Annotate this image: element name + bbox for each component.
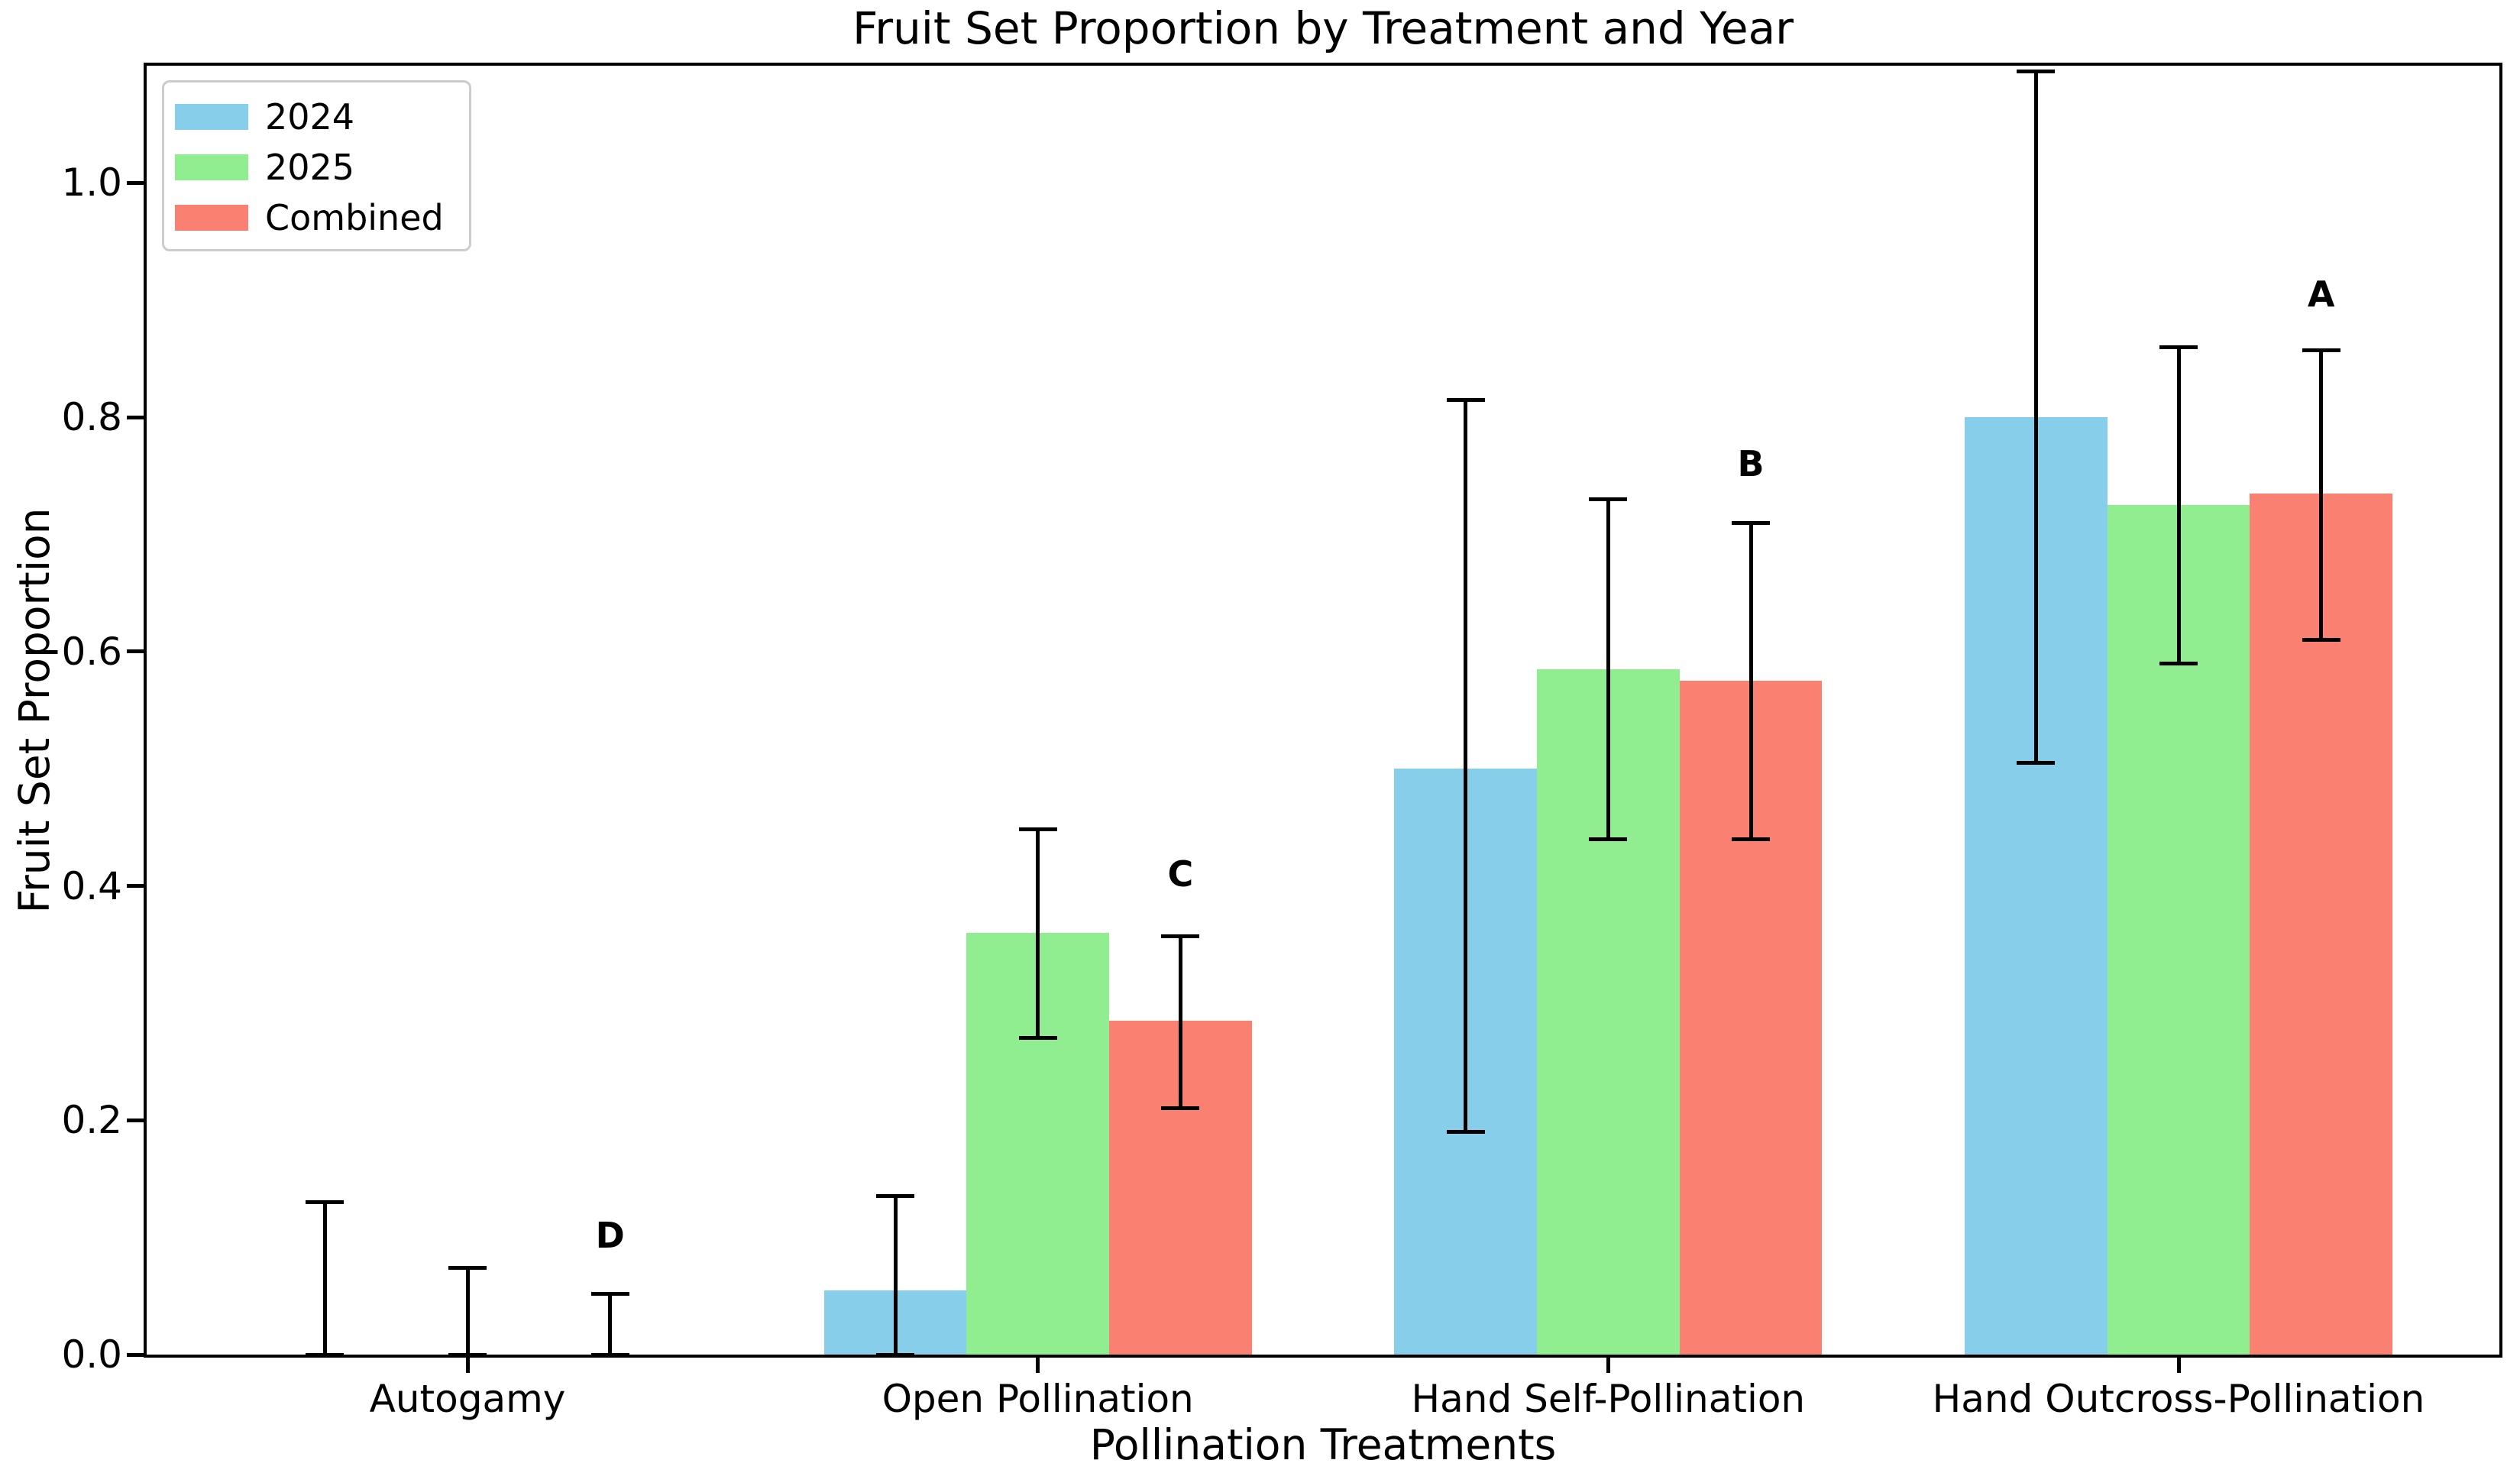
errorbar-combined-hand-outcross-pollination-cap-bottom bbox=[2302, 637, 2340, 642]
y-tick-mark-0.6 bbox=[127, 649, 144, 654]
errorbar-combined-open-pollination-line bbox=[1178, 936, 1182, 1109]
errorbar-2025-open-pollination-line bbox=[1036, 829, 1040, 1038]
errorbar-combined-hand-outcross-pollination-cap-top bbox=[2302, 348, 2340, 353]
x-tick-mark-hand-outcross-pollination bbox=[2176, 1358, 2181, 1373]
errorbar-combined-autogamy-line bbox=[608, 1293, 613, 1355]
errorbar-2025-autogamy-cap-top bbox=[448, 1266, 487, 1270]
legend-label-2024: 2024 bbox=[265, 96, 355, 138]
y-axis-label: Fruit Set Proportion bbox=[10, 507, 59, 914]
errorbar-2024-autogamy-line bbox=[322, 1202, 327, 1355]
errorbar-combined-hand-self-pollination-cap-top bbox=[1732, 520, 1770, 525]
significance-letter-d: D bbox=[595, 1214, 625, 1256]
y-tick-label-0.4: 0.4 bbox=[61, 863, 122, 908]
legend: 2024 2025 Combined bbox=[162, 80, 471, 251]
x-tick-label-hand-self-pollination: Hand Self-Pollination bbox=[1411, 1377, 1806, 1421]
errorbar-combined-hand-self-pollination-cap-bottom bbox=[1732, 837, 1770, 841]
legend-swatch-combined bbox=[175, 205, 248, 231]
significance-letter-a: A bbox=[2307, 274, 2335, 316]
errorbar-combined-autogamy-cap-bottom bbox=[590, 1352, 629, 1357]
x-tick-label-autogamy: Autogamy bbox=[369, 1377, 566, 1421]
legend-label-2025: 2025 bbox=[265, 147, 355, 188]
errorbar-combined-hand-outcross-pollination-line bbox=[2319, 350, 2324, 640]
x-tick-label-open-pollination: Open Pollination bbox=[882, 1377, 1194, 1421]
x-tick-mark-autogamy bbox=[465, 1358, 470, 1373]
errorbar-2024-hand-outcross-pollination-cap-top bbox=[2017, 70, 2056, 74]
errorbar-2025-hand-self-pollination-line bbox=[1606, 499, 1610, 840]
x-tick-label-hand-outcross-pollination: Hand Outcross-Pollination bbox=[1932, 1377, 2425, 1421]
errorbar-2025-hand-outcross-pollination-cap-top bbox=[2159, 345, 2198, 349]
errorbar-2025-autogamy-cap-bottom bbox=[448, 1352, 487, 1357]
errorbar-2024-autogamy-cap-top bbox=[306, 1200, 345, 1205]
errorbar-combined-open-pollination-cap-top bbox=[1161, 934, 1200, 938]
errorbar-2025-hand-self-pollination-cap-top bbox=[1589, 497, 1628, 501]
errorbar-2025-hand-outcross-pollination-cap-bottom bbox=[2159, 661, 2198, 665]
y-tick-mark-0.2 bbox=[127, 1118, 144, 1122]
legend-item-2025: 2025 bbox=[164, 142, 469, 193]
x-axis-label: Pollination Treatments bbox=[1089, 1420, 1557, 1469]
significance-letter-c: C bbox=[1167, 853, 1194, 895]
errorbar-2024-hand-outcross-pollination-line bbox=[2033, 71, 2038, 763]
errorbar-2025-hand-outcross-pollination-line bbox=[2176, 347, 2181, 664]
y-tick-mark-0.8 bbox=[127, 415, 144, 419]
y-tick-label-0.0: 0.0 bbox=[61, 1332, 122, 1377]
errorbar-2024-hand-self-pollination-cap-bottom bbox=[1446, 1130, 1485, 1135]
y-tick-mark-1.0 bbox=[127, 180, 144, 185]
y-tick-label-0.2: 0.2 bbox=[61, 1098, 122, 1143]
errorbar-2025-open-pollination-cap-top bbox=[1018, 827, 1057, 832]
y-tick-mark-0.4 bbox=[127, 884, 144, 889]
errorbar-2024-open-pollination-cap-top bbox=[876, 1194, 914, 1199]
y-tick-label-0.8: 0.8 bbox=[61, 395, 122, 440]
y-tick-label-0.6: 0.6 bbox=[61, 629, 122, 674]
x-tick-mark-hand-self-pollination bbox=[1606, 1358, 1610, 1373]
y-tick-label-1.0: 1.0 bbox=[61, 160, 122, 206]
errorbar-combined-hand-self-pollination-line bbox=[1748, 523, 1753, 840]
x-tick-mark-open-pollination bbox=[1036, 1358, 1040, 1373]
errorbar-2025-hand-self-pollination-cap-bottom bbox=[1589, 837, 1628, 841]
legend-swatch-2024 bbox=[175, 104, 248, 130]
errorbar-2025-open-pollination-cap-bottom bbox=[1018, 1036, 1057, 1041]
errorbar-2024-open-pollination-line bbox=[893, 1196, 898, 1355]
errorbar-2024-hand-outcross-pollination-cap-bottom bbox=[2017, 761, 2056, 765]
errorbar-2024-hand-self-pollination-cap-top bbox=[1446, 397, 1485, 402]
legend-item-2024: 2024 bbox=[164, 92, 469, 142]
errorbar-2024-hand-self-pollination-line bbox=[1464, 400, 1468, 1132]
plot-area: 2024 2025 Combined D C B A bbox=[144, 63, 2502, 1358]
errorbar-combined-open-pollination-cap-bottom bbox=[1161, 1106, 1200, 1111]
legend-label-combined: Combined bbox=[265, 197, 444, 238]
errorbar-combined-autogamy-cap-top bbox=[590, 1291, 629, 1296]
y-tick-mark-0.0 bbox=[127, 1352, 144, 1357]
errorbar-2024-open-pollination-cap-bottom bbox=[876, 1352, 914, 1357]
errorbar-2025-autogamy-line bbox=[465, 1267, 470, 1355]
significance-letter-b: B bbox=[1737, 443, 1765, 485]
legend-item-combined: Combined bbox=[164, 193, 469, 243]
errorbar-2024-autogamy-cap-bottom bbox=[306, 1352, 345, 1357]
legend-swatch-2025 bbox=[175, 154, 248, 180]
chart-title: Fruit Set Proportion by Treatment and Ye… bbox=[852, 2, 1794, 54]
